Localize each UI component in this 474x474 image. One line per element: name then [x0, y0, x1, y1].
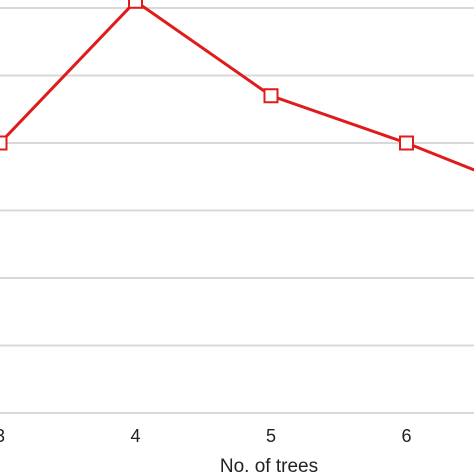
x-tick-label-3: 3: [0, 426, 5, 446]
data-point-0-0: [0, 135, 8, 151]
x-tick-label-4: 4: [130, 426, 140, 446]
x-tick-label-5: 5: [266, 426, 276, 446]
x-tick-label-6: 6: [401, 426, 411, 446]
marker-layer: [0, 0, 414, 151]
data-point-0-2: [263, 88, 279, 104]
x-axis-title: No. of trees: [220, 456, 318, 474]
data-point-0-1: [128, 0, 143, 9]
x-tick-labels: 3 4 5 6: [0, 426, 412, 446]
data-point-0-3: [399, 135, 414, 151]
grid-lines: [0, 7, 474, 414]
